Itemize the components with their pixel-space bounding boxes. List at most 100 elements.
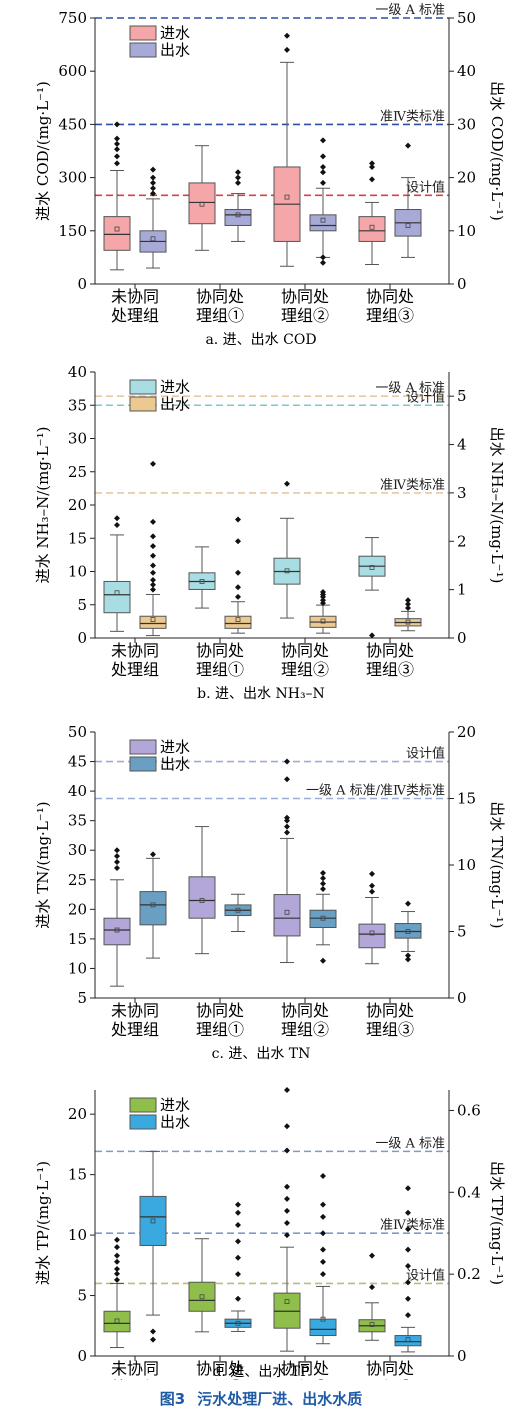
figure-caption: 图3 污水处理厂进、出水水质 xyxy=(0,1388,522,1409)
outlier-point xyxy=(150,569,156,576)
panel-title: a. 进、出水 COD xyxy=(205,332,316,348)
box xyxy=(188,1281,216,1312)
outlier-point xyxy=(284,1147,290,1154)
mean-marker xyxy=(369,1322,375,1327)
outlier-point xyxy=(235,569,241,576)
outlier-point xyxy=(284,1220,290,1226)
outlier-point xyxy=(235,1271,241,1278)
y-tick-label-right: 20 xyxy=(457,169,476,187)
outlier-point xyxy=(114,160,120,167)
outlier-point xyxy=(369,160,375,167)
y-axis-title-right: 出水 TN/(mg·L⁻¹) xyxy=(488,801,506,928)
outlier-point xyxy=(369,1284,375,1291)
legend-swatch xyxy=(129,25,157,41)
outlier-point xyxy=(284,46,290,53)
y-tick-label-right: 0 xyxy=(457,989,467,1007)
outlier-point xyxy=(284,776,290,783)
y-tick-label-left: 40 xyxy=(68,363,87,381)
box xyxy=(103,580,131,614)
y-tick-label-left: 15 xyxy=(68,930,87,948)
outlier-point xyxy=(320,597,326,604)
y-tick-label-right: 1 xyxy=(457,581,467,599)
y-tick-label-left: 25 xyxy=(68,463,87,481)
panel-title: c. 进、出水 TN xyxy=(212,1046,311,1062)
outlier-point xyxy=(114,121,120,128)
y-tick-label-right: 0 xyxy=(457,275,467,293)
box xyxy=(139,615,167,629)
y-tick-label-left: 450 xyxy=(58,115,87,133)
x-tick-label: 处理组 xyxy=(111,660,159,679)
y-tick-label-right: 0.2 xyxy=(457,1265,481,1283)
legend-swatch xyxy=(129,1097,157,1113)
panel-title: b. 进、出水 NH₃–N xyxy=(197,686,325,702)
reference-line-label: 设计值 xyxy=(406,1267,445,1283)
outlier-point xyxy=(320,137,326,144)
x-tick-label: 理组① xyxy=(196,306,244,325)
legend-swatch xyxy=(129,756,157,772)
legend-label: 出水 xyxy=(160,755,190,773)
outlier-point xyxy=(114,853,120,860)
x-tick-label: 协同处 xyxy=(366,641,414,660)
mean-marker xyxy=(284,1299,290,1304)
outlier-point xyxy=(284,1232,290,1239)
outlier-point xyxy=(284,758,290,765)
y-tick-label-left: 35 xyxy=(68,396,87,414)
legend-swatch xyxy=(129,739,157,755)
y-tick-label-left: 30 xyxy=(68,430,87,448)
mean-marker xyxy=(320,1316,326,1322)
outlier-point xyxy=(405,1279,411,1286)
mean-marker xyxy=(320,618,326,624)
outlier-point xyxy=(320,1201,326,1208)
box xyxy=(224,209,252,226)
x-tick-label: 理组① xyxy=(196,1020,244,1039)
reference-line-label: 设计值 xyxy=(406,389,445,405)
outlier-point xyxy=(150,1336,156,1343)
box xyxy=(224,615,252,629)
outlier-point xyxy=(114,1265,120,1272)
y-axis-title-left: 进水 NH₃–N/(mg·L⁻¹) xyxy=(34,427,52,584)
x-tick-label: 理组① xyxy=(196,660,244,679)
outlier-point xyxy=(405,1246,411,1253)
mean-marker xyxy=(369,565,375,570)
outlier-point xyxy=(235,1209,241,1216)
outlier-point xyxy=(320,169,326,176)
outlier-point xyxy=(284,1207,290,1214)
y-tick-label-left: 600 xyxy=(58,62,87,80)
x-tick-label: 协同处 xyxy=(196,1359,244,1378)
y-tick-label-left: 5 xyxy=(77,989,87,1007)
legend-swatch xyxy=(129,379,157,395)
box xyxy=(394,1335,422,1347)
mean-marker xyxy=(114,226,120,232)
y-tick-label-left: 0 xyxy=(77,629,87,647)
legend-swatch xyxy=(129,42,157,58)
outlier-point xyxy=(320,1213,326,1220)
x-tick-label: 处理组 xyxy=(111,1378,159,1380)
mean-marker xyxy=(199,201,205,207)
outlier-point xyxy=(320,885,326,892)
outlier-point xyxy=(284,1087,290,1093)
outlier-point xyxy=(235,1201,241,1208)
outlier-point xyxy=(150,1328,156,1335)
y-tick-label-left: 20 xyxy=(68,496,87,514)
outlier-point xyxy=(235,1295,241,1302)
y-tick-label-left: 10 xyxy=(68,959,87,977)
mean-marker xyxy=(405,1337,411,1343)
mean-marker xyxy=(114,1318,120,1324)
y-tick-label-left: 5 xyxy=(77,1287,87,1305)
mean-marker xyxy=(235,907,241,913)
outlier-point xyxy=(284,823,290,830)
mean-marker xyxy=(320,217,326,223)
outlier-point xyxy=(284,32,290,39)
y-tick-label-left: 0 xyxy=(77,275,87,293)
legend-swatch xyxy=(129,1114,157,1130)
outlier-point xyxy=(150,166,156,173)
x-tick-label: 协同处 xyxy=(281,641,329,660)
y-tick-label-right: 4 xyxy=(457,436,467,454)
reference-line-label: 准Ⅳ类标准 xyxy=(380,109,445,124)
reference-line-label: 准Ⅳ类标准 xyxy=(380,1218,445,1233)
y-tick-label-left: 20 xyxy=(68,1105,87,1123)
legend-label: 出水 xyxy=(160,395,190,413)
legend-label: 出水 xyxy=(160,41,190,59)
